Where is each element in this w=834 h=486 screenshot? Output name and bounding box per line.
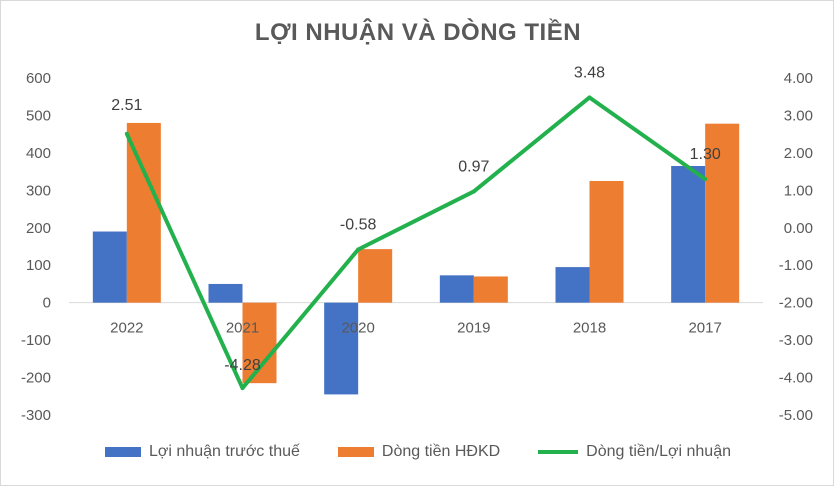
bar-cashflow (705, 123, 740, 303)
y-right-tick-label: -4.00 (779, 370, 813, 387)
legend-swatch-ratio (538, 450, 579, 454)
legend-item-cashflow: Dòng tiền HĐKD (337, 443, 501, 461)
bar-cashflow (358, 249, 393, 303)
chart-title: LỢI NHUẬN VÀ DÒNG TIỀN (254, 19, 582, 46)
y-left-tick-label: 600 (26, 70, 51, 87)
ratio-point (471, 189, 476, 194)
y-left-tick-label: 300 (26, 182, 51, 199)
legend-label-profit: Lợi nhuận trước thuế (149, 443, 300, 460)
y-left-tick-label: -300 (21, 407, 51, 424)
legend-item-profit: Lợi nhuận trước thuế (105, 443, 300, 461)
x-tick-label: 2017 (688, 320, 721, 337)
y-right-tick-label: 1.00 (784, 182, 813, 199)
y-right-tick-label: -5.00 (779, 407, 813, 424)
y-left-tick-label: 0 (43, 295, 51, 312)
legend: Lợi nhuận trước thuế Dòng tiền HĐKD Dòng… (1, 443, 834, 461)
x-tick-label: 2019 (457, 320, 490, 337)
y-left-tick-label: 400 (26, 145, 51, 162)
ratio-point (356, 247, 361, 252)
chart-plot: 600 500 400 300 200 100 0 -100 -200 -300 4.00 3.00 2… (21, 64, 813, 424)
y-right-tick-label: 2.00 (784, 145, 813, 162)
y-right-tick-label: 4.00 (784, 70, 813, 87)
y-left-tick-label: 500 (26, 107, 51, 124)
y-left-tick-label: -200 (21, 370, 51, 387)
ratio-data-label: 2.51 (111, 97, 142, 114)
ratio-data-label: -0.58 (340, 216, 377, 233)
y-right-tick-label: -1.00 (779, 257, 813, 274)
bar-profit (439, 275, 474, 303)
bar-cashflow (126, 122, 161, 303)
legend-swatch-cashflow (337, 447, 374, 457)
bar-profit (671, 165, 706, 303)
legend-label-ratio: Dòng tiền/Lợi nhuận (586, 443, 731, 460)
x-tick-label: 2020 (341, 320, 374, 337)
bar-profit (324, 302, 359, 395)
bar-cashflow (589, 180, 624, 303)
ratio-data-label: 3.48 (574, 64, 605, 81)
legend-swatch-profit (105, 447, 141, 457)
ratio-line (125, 95, 707, 391)
ratio-point (124, 131, 129, 136)
x-tick-label: 2018 (573, 320, 606, 337)
bar-profit (208, 283, 243, 303)
y-right-tick-label: -3.00 (779, 332, 813, 349)
ratio-data-label: -4.28 (224, 357, 261, 374)
x-tick-label: 2021 (226, 320, 259, 337)
ratio-data-label: 1.30 (690, 146, 721, 163)
legend-label-cashflow: Dòng tiền HĐKD (381, 443, 501, 460)
y-right-tick-label: -2.00 (779, 295, 813, 312)
y-left-tick-label: 200 (26, 220, 51, 237)
ratio-point (703, 177, 708, 182)
y-right-tick-label: 0.00 (784, 220, 813, 237)
bar-cashflow (473, 276, 508, 303)
ratio-data-label: 0.97 (458, 158, 489, 175)
y-left-tick-label: -100 (21, 332, 51, 349)
legend-item-ratio: Dòng tiền/Lợi nhuận (538, 443, 731, 461)
ratio-point (587, 95, 592, 100)
bar-profit (92, 231, 127, 303)
y-right-tick-label: 3.00 (784, 107, 813, 124)
x-tick-label: 2022 (110, 320, 143, 337)
y-left-tick-label: 100 (26, 257, 51, 274)
ratio-point (240, 386, 245, 391)
bar-profit (555, 267, 590, 303)
